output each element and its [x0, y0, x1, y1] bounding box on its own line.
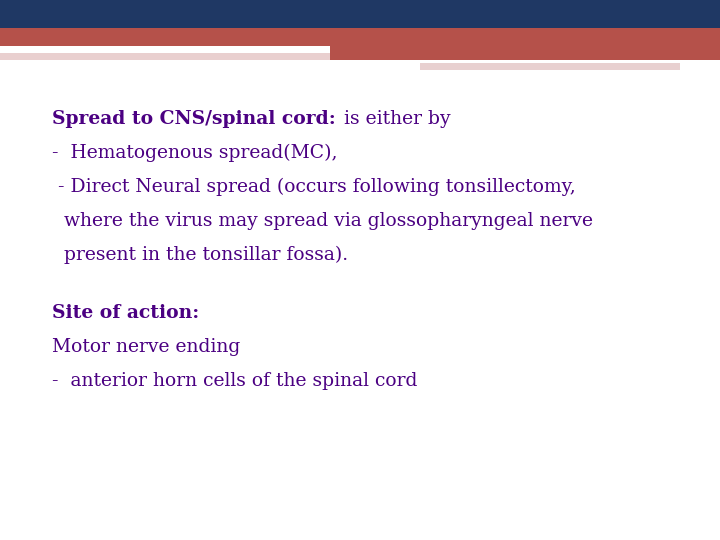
Text: - Direct Neural spread (occurs following tonsillectomy,: - Direct Neural spread (occurs following…: [52, 178, 576, 196]
Bar: [420, 63, 680, 70]
Text: Spread to CNS/spinal cord:: Spread to CNS/spinal cord:: [52, 110, 336, 128]
Bar: [0, 0, 720, 28]
Text: -  Hematogenous spread(MC),: - Hematogenous spread(MC),: [52, 144, 338, 162]
Text: -  anterior horn cells of the spinal cord: - anterior horn cells of the spinal cord: [52, 372, 418, 390]
Text: where the virus may spread via glossopharyngeal nerve: where the virus may spread via glossopha…: [52, 212, 593, 230]
Bar: [0, 53, 330, 60]
Bar: [330, 46, 720, 60]
Bar: [0, 28, 720, 46]
Text: present in the tonsillar fossa).: present in the tonsillar fossa).: [52, 246, 348, 264]
Text: is either by: is either by: [338, 110, 451, 128]
Text: Motor nerve ending: Motor nerve ending: [52, 338, 240, 356]
Text: Site of action:: Site of action:: [52, 304, 199, 322]
